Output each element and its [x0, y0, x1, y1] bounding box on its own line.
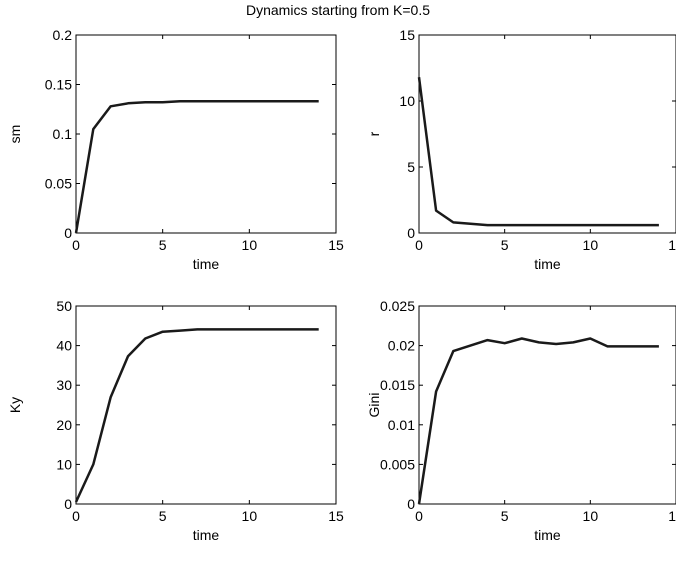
y-tick-label: 0.01: [388, 417, 415, 433]
y-tick-label: 10: [399, 93, 415, 109]
y-tick-label: 15: [399, 27, 415, 43]
y-tick-label: 0.02: [388, 338, 415, 354]
x-tick-label: 5: [159, 237, 167, 253]
x-tick-label: 15: [328, 508, 344, 524]
figure-title: Dynamics starting from K=0.5: [245, 2, 430, 18]
y-tick-label: 0.015: [380, 377, 415, 393]
y-tick-label: 0.2: [53, 27, 73, 43]
y-tick-label: 50: [56, 298, 72, 314]
y-tick-label: 0: [407, 225, 415, 241]
plot-area-gini: [418, 305, 676, 505]
x-tick-label: 0: [415, 237, 423, 253]
y-tick-label: 0.1: [53, 126, 73, 142]
series-line-ky: [74, 328, 319, 503]
x-tick-label: 0: [415, 508, 423, 524]
x-axis-label: time: [534, 527, 561, 543]
x-tick-label: 5: [159, 508, 167, 524]
y-tick-label: 0.15: [45, 77, 72, 93]
y-tick-label: 0: [64, 225, 72, 241]
y-tick-label: 0: [64, 496, 72, 512]
x-axis-label: time: [193, 256, 220, 272]
subplot-gini: 0 5 10 15 0 0.005 0.01 0.015 0.02 0.025 time Gini: [366, 298, 676, 543]
y-tick-label: 30: [56, 377, 72, 393]
y-axis-label: sm: [7, 125, 23, 144]
y-tick-label: 40: [56, 338, 72, 354]
y-axis-label: Ky: [7, 397, 23, 413]
x-tick-label: 15: [328, 237, 344, 253]
y-tick-label: 0: [407, 496, 415, 512]
subplot-ky: 0 5 10 15 0 10 20 30 40 50 time Ky: [7, 298, 344, 543]
subplot-r: 0 5 10 15 0 5 10 15 time r: [366, 27, 676, 272]
x-tick-label: 10: [583, 237, 599, 253]
y-tick-label: 0.05: [45, 176, 72, 192]
x-tick-label: 5: [501, 508, 509, 524]
plot-area-r: [418, 34, 676, 234]
x-tick-label: 5: [501, 237, 509, 253]
subplot-sm: 0 5 10 15 0 0.05 0.1 0.15 0.2 time sm: [7, 27, 344, 272]
y-tick-label: 5: [407, 159, 415, 175]
x-tick-label: 15: [668, 237, 676, 253]
y-tick-label: 10: [56, 456, 72, 472]
x-tick-label: 10: [242, 237, 258, 253]
x-tick-label: 10: [583, 508, 599, 524]
plot-area-sm: [75, 34, 337, 234]
plot-area-ky: [75, 305, 337, 505]
series-line-r: [417, 77, 659, 227]
y-axis-label: Gini: [366, 393, 382, 418]
series-line-sm: [74, 100, 319, 234]
y-tick-label: 0.005: [380, 456, 415, 472]
y-axis-label: r: [366, 131, 382, 136]
x-axis-label: time: [193, 527, 220, 543]
series-line-gini: [417, 337, 659, 505]
x-tick-label: 15: [668, 508, 676, 524]
x-axis-label: time: [534, 256, 561, 272]
y-tick-label: 0.025: [380, 298, 415, 314]
x-tick-label: 0: [72, 508, 80, 524]
x-tick-label: 0: [72, 237, 80, 253]
x-tick-label: 10: [242, 508, 258, 524]
y-tick-label: 20: [56, 417, 72, 433]
